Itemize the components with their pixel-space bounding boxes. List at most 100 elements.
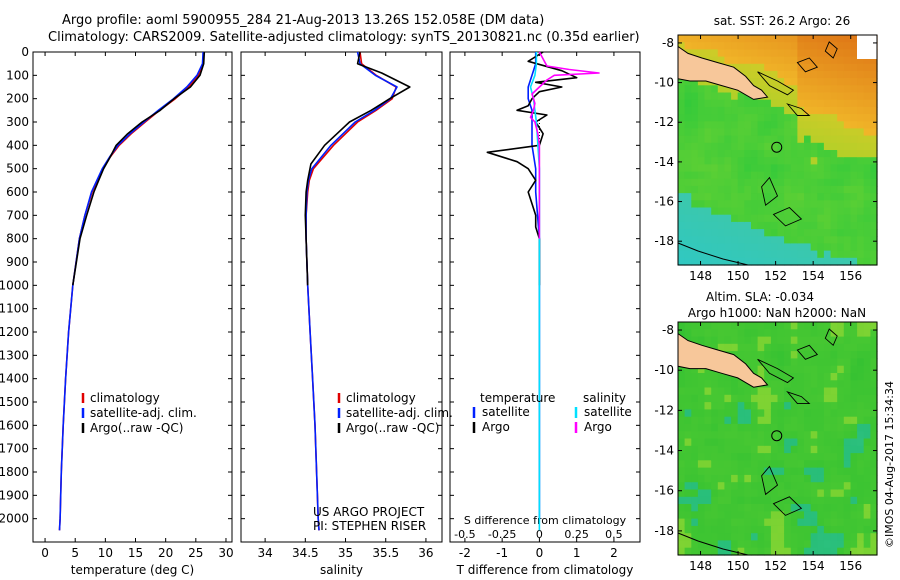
sst-map-cell [764, 56, 772, 65]
sla-map-cell [837, 431, 845, 440]
sla-map-cell [817, 482, 825, 491]
sla-map-cell [810, 358, 818, 367]
sla-map-cell [757, 336, 765, 345]
sla-map-cell [817, 416, 825, 425]
sla-map-cell [857, 387, 865, 396]
sla-map-cell [770, 460, 779, 469]
sla-map-cell [817, 322, 825, 330]
sst-map-cell [830, 178, 838, 187]
sst-map-cell [737, 135, 745, 144]
sla-map-cell [770, 518, 779, 527]
sst-map-cell [804, 49, 812, 58]
sla-map-cell [810, 336, 818, 345]
sla-map-cell [717, 416, 725, 425]
sst-map-cell [777, 49, 785, 58]
sla-map-cell [837, 336, 845, 345]
sst-map-cell [724, 92, 732, 101]
sla-map-cell [757, 504, 765, 512]
sla-map-cell [684, 482, 692, 491]
sla-map-cell [804, 533, 812, 542]
sla-map-cell [704, 409, 712, 418]
sst-map-cell [731, 49, 739, 58]
sst-map-cell [817, 236, 825, 245]
sst-map-cell [697, 243, 706, 252]
sst-map-cell [678, 150, 686, 158]
sla-map-cell [704, 329, 712, 338]
sst-map-cell [724, 171, 732, 180]
sst-map-cell [777, 178, 785, 187]
sst-map-cell [697, 142, 706, 151]
sst-map-cell [850, 178, 858, 187]
sla-map-cell [870, 496, 878, 505]
sst-map-cell [830, 236, 838, 245]
sst-map-cell [717, 106, 725, 115]
sla-map-cell [697, 489, 706, 498]
sst-map-cell [863, 229, 871, 237]
sla-map-cell [704, 402, 712, 410]
temp-argo-line [72, 51, 206, 286]
sla-map-cell [737, 351, 745, 359]
sla-map-cell [823, 467, 832, 476]
sla-map-cell [837, 373, 845, 381]
sst-map-cell [711, 56, 719, 65]
sla-map-cell [804, 358, 812, 367]
sla-map-cell [870, 540, 878, 549]
sst-map-cell [790, 56, 798, 65]
depth-tick-label: 400 [6, 138, 29, 152]
sla-map-cell [764, 343, 772, 352]
sst-map-cell [784, 193, 792, 201]
sst-map-cell [770, 85, 779, 94]
sla-map-cell [751, 394, 759, 403]
sst-map-cell [870, 114, 878, 122]
sla-map-cell [684, 489, 692, 498]
diff-legend-temperature-title: temperature [480, 391, 555, 405]
sst-map-cell [691, 178, 699, 187]
sla-map-cell [711, 343, 719, 352]
sst-map-cell [857, 250, 865, 259]
sst-map-cell [777, 99, 785, 108]
sst-map-cell [678, 78, 686, 86]
sla-map-cell [678, 416, 686, 425]
sst-map-cell [817, 250, 825, 259]
sst-map-cell [697, 200, 706, 209]
sst-map-cell [770, 121, 779, 130]
sla-map-cell [751, 322, 759, 330]
sst-map-cell [810, 157, 818, 165]
sla-map-cell [770, 416, 779, 425]
sla-map-ytick-label: -14 [654, 444, 674, 458]
sla-map-cell [737, 511, 745, 520]
sla-map-cell [850, 467, 858, 476]
sla-map-cell [731, 380, 739, 389]
sla-map-cell [817, 387, 825, 396]
sla-map-cell [731, 423, 739, 432]
sst-map-cell [704, 164, 712, 173]
sst-map-cell [784, 236, 792, 245]
sla-map-cell [870, 453, 878, 461]
sla-map-cell [777, 373, 785, 381]
sst-map-cell [704, 128, 712, 137]
sla-map-cell [830, 474, 838, 483]
sst-map-cell [757, 128, 765, 137]
sst-map-cell [744, 229, 752, 237]
sla-map-cell [870, 394, 878, 403]
sst-map-cell [857, 99, 865, 108]
sst-map-cell [731, 92, 739, 101]
sla-map-cell [797, 322, 805, 330]
sla-map-cell [717, 525, 725, 534]
sla-map-cell [744, 394, 752, 403]
sst-map-cell [830, 207, 838, 216]
sla-map-cell [790, 518, 798, 527]
sla-map-cell [843, 322, 851, 330]
sla-map-cell [863, 431, 871, 440]
sla-map-cell [691, 322, 699, 330]
sla-map-cell [850, 329, 858, 338]
sla-map-cell [717, 329, 725, 338]
sst-map-cell [850, 63, 858, 72]
sst-map-cell [784, 200, 792, 209]
sst-map-cell [757, 164, 765, 173]
sla-map-cell [770, 365, 779, 374]
sla-map-cell [691, 329, 699, 338]
sla-map-cell [810, 496, 818, 505]
sst-map-cell [744, 164, 752, 173]
sla-map-cell [850, 511, 858, 520]
